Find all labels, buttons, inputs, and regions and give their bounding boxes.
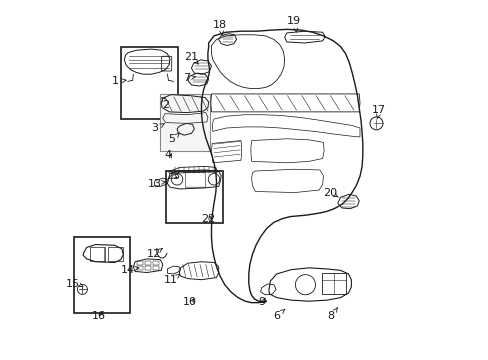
Text: 23: 23 xyxy=(166,171,180,181)
Bar xyxy=(137,266,143,270)
Text: 11: 11 xyxy=(163,275,178,285)
Text: 10: 10 xyxy=(183,297,197,307)
Bar xyxy=(165,171,223,223)
Bar xyxy=(152,261,159,265)
Text: 8: 8 xyxy=(326,311,333,320)
Text: 19: 19 xyxy=(286,17,301,27)
Bar xyxy=(89,247,104,261)
Text: 14: 14 xyxy=(121,265,135,275)
Text: 17: 17 xyxy=(371,105,385,115)
Text: 22: 22 xyxy=(201,215,215,224)
Text: 7: 7 xyxy=(183,73,189,83)
Text: 5: 5 xyxy=(168,134,175,144)
Text: 2: 2 xyxy=(162,100,169,110)
Text: 6: 6 xyxy=(273,311,280,320)
Text: 20: 20 xyxy=(323,188,337,198)
Bar xyxy=(144,261,151,265)
Bar xyxy=(321,273,346,294)
Text: 15: 15 xyxy=(66,279,80,289)
Text: 21: 21 xyxy=(184,52,198,62)
Bar xyxy=(144,266,151,270)
Bar xyxy=(160,94,210,151)
Text: 1: 1 xyxy=(112,76,119,86)
Bar xyxy=(74,237,129,313)
Bar xyxy=(152,266,159,270)
Text: 4: 4 xyxy=(164,150,172,160)
Bar xyxy=(108,247,123,261)
Bar xyxy=(137,261,143,265)
Text: 12: 12 xyxy=(147,248,161,258)
Text: 9: 9 xyxy=(258,297,264,307)
Text: 18: 18 xyxy=(212,20,226,30)
Bar xyxy=(121,47,178,119)
Text: 16: 16 xyxy=(92,311,106,321)
Text: 3: 3 xyxy=(151,123,158,133)
Text: 13: 13 xyxy=(147,179,162,189)
